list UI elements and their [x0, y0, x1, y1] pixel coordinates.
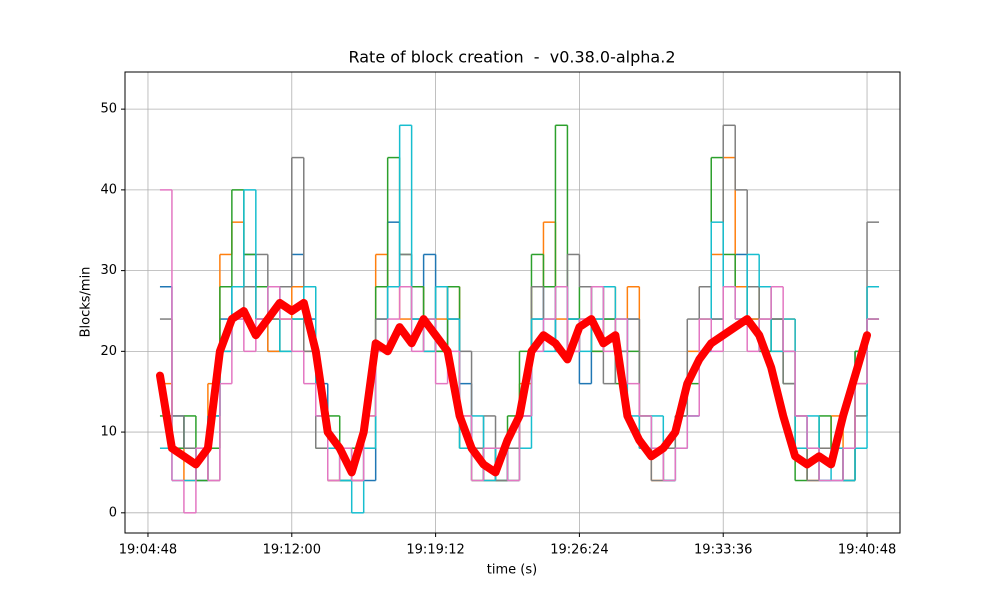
x-tick-label: 19:04:48 — [119, 543, 177, 558]
y-tick-label: 20 — [100, 344, 117, 359]
x-tick-label: 19:12:00 — [263, 543, 321, 558]
axes-frame — [124, 71, 901, 534]
plot-area — [156, 124, 880, 514]
y-tick-label: 0 — [109, 505, 117, 520]
y-tick-label: 10 — [100, 425, 117, 440]
x-tick-label: 19:40:48 — [838, 543, 896, 558]
x-tick-label: 19:26:24 — [550, 543, 608, 558]
x-tick-label: 19:19:12 — [406, 543, 464, 558]
y-axis-label: Blocks/min — [79, 267, 94, 338]
y-tick-label: 50 — [100, 102, 117, 117]
ticks: 0 10 20 30 40 50 19:04:48 19:12:00 19:19:12 19:26… — [100, 102, 896, 558]
x-tick-label: 19:33:36 — [694, 543, 752, 558]
x-axis-label: time (s) — [487, 563, 537, 578]
chart-title: Rate of block creation - v0.38.0-alpha.2 — [348, 48, 675, 67]
y-tick-label: 40 — [100, 182, 117, 197]
y-tick-label: 30 — [100, 263, 117, 278]
series-line — [156, 298, 871, 477]
